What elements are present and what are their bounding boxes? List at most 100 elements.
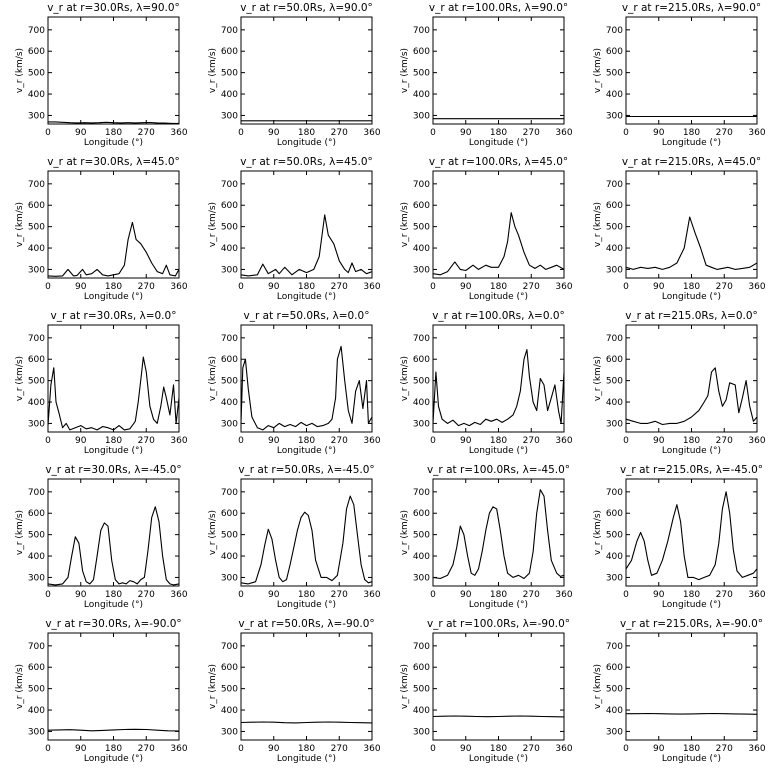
y-tick-label: 700: [413, 488, 430, 498]
x-tick-label: 180: [490, 436, 507, 446]
y-tick-label: 600: [413, 47, 430, 57]
y-axis-label: v_r (km/s): [400, 510, 410, 555]
y-axis-label: v_r (km/s): [593, 664, 603, 709]
y-tick-label: 600: [606, 663, 623, 673]
x-axis-label: Longitude (°): [662, 292, 721, 302]
y-tick-label: 400: [413, 90, 430, 100]
panel-title: v_r at r=100.0Rs, λ=45.0°: [429, 156, 568, 168]
x-tick-label: 270: [138, 128, 155, 138]
x-tick-label: 180: [490, 590, 507, 600]
x-axis-label: Longitude (°): [84, 292, 143, 302]
panel-14: v_r at r=50.0Rs, λ=-45.0° 0 90 180 270 360 300…: [208, 464, 381, 610]
x-tick-label: 360: [170, 436, 187, 446]
x-tick-label: 180: [683, 128, 700, 138]
panel-title: v_r at r=215.0Rs, λ=0.0°: [625, 310, 758, 322]
y-tick-label: 400: [28, 90, 45, 100]
x-tick-label: 360: [555, 744, 572, 754]
x-tick-label: 0: [238, 282, 244, 292]
x-tick-label: 0: [45, 590, 51, 600]
panel-11: v_r at r=100.0Rs, λ=0.0° 0 90 180 270 360 300 4…: [400, 310, 573, 456]
y-tick-label: 300: [413, 265, 430, 275]
x-tick-label: 0: [430, 128, 436, 138]
series-line: [626, 712, 758, 715]
x-axis-label: Longitude (°): [662, 600, 721, 610]
x-axis-label: Longitude (°): [277, 754, 336, 764]
y-tick-label: 400: [221, 244, 238, 254]
panel-10: v_r at r=50.0Rs, λ=0.0° 0 90 180 270 360 300 40…: [208, 310, 381, 456]
panel-6: v_r at r=50.0Rs, λ=45.0° 0 90 180 270 360 300 4…: [208, 156, 381, 302]
panel-title: v_r at r=50.0Rs, λ=-90.0°: [238, 618, 374, 630]
series-line: [240, 345, 373, 431]
series-line: [240, 721, 373, 724]
panel-title: v_r at r=30.0Rs, λ=-90.0°: [45, 618, 181, 630]
panel-title: v_r at r=30.0Rs, λ=45.0°: [47, 156, 180, 168]
y-tick-label: 500: [221, 685, 238, 695]
x-axis-label: Longitude (°): [84, 754, 143, 764]
panel-19: v_r at r=100.0Rs, λ=-90.0° 0 90 180 270 360 30…: [400, 618, 573, 764]
series-line: [625, 367, 758, 426]
y-axis-label: v_r (km/s): [15, 48, 25, 93]
y-tick-label: 500: [221, 223, 238, 233]
y-tick-label: 300: [221, 573, 238, 583]
x-tick-label: 180: [683, 282, 700, 292]
x-tick-label: 90: [75, 436, 87, 446]
plot-frame: [625, 324, 758, 433]
y-tick-label: 600: [606, 201, 623, 211]
x-tick-label: 180: [298, 282, 315, 292]
series-line: [432, 349, 565, 427]
y-tick-label: 700: [606, 642, 623, 652]
series-line: [625, 491, 758, 581]
y-tick-label: 400: [221, 90, 238, 100]
x-tick-label: 0: [623, 436, 629, 446]
x-axis-label: Longitude (°): [84, 446, 143, 456]
y-tick-label: 500: [28, 531, 45, 541]
y-axis-label: v_r (km/s): [400, 664, 410, 709]
plot-frame: [47, 324, 180, 433]
y-tick-label: 700: [606, 334, 623, 344]
series-line: [47, 728, 180, 732]
panel-title: v_r at r=215.0Rs, λ=-45.0°: [620, 464, 763, 476]
plot-frame: [47, 632, 180, 741]
panel-15: v_r at r=100.0Rs, λ=-45.0° 0 90 180 270 360 30…: [400, 464, 573, 610]
series-line: [47, 506, 180, 586]
y-tick-label: 700: [28, 180, 45, 190]
y-axis-label: v_r (km/s): [15, 202, 25, 247]
panel-title: v_r at r=100.0Rs, λ=0.0°: [432, 310, 565, 322]
y-tick-label: 300: [28, 111, 45, 121]
x-tick-label: 270: [523, 282, 540, 292]
y-axis-label: v_r (km/s): [400, 202, 410, 247]
y-tick-label: 500: [413, 685, 430, 695]
y-axis-label: v_r (km/s): [593, 510, 603, 555]
y-tick-label: 400: [606, 398, 623, 408]
x-tick-label: 360: [170, 744, 187, 754]
panel-9: v_r at r=30.0Rs, λ=0.0° 0 90 180 270 360 300 40…: [15, 310, 188, 456]
x-tick-label: 90: [268, 128, 280, 138]
x-tick-label: 0: [238, 590, 244, 600]
y-tick-label: 700: [28, 488, 45, 498]
panel-title: v_r at r=100.0Rs, λ=-90.0°: [427, 618, 570, 630]
y-tick-label: 300: [28, 573, 45, 583]
panel-title: v_r at r=215.0Rs, λ=90.0°: [622, 2, 761, 14]
x-tick-label: 180: [105, 436, 122, 446]
series-line: [47, 221, 180, 277]
x-tick-label: 90: [268, 282, 280, 292]
plot-frame: [240, 16, 373, 125]
panel-3: v_r at r=100.0Rs, λ=90.0° 0 90 180 270 360 300…: [400, 2, 573, 148]
y-tick-label: 500: [28, 223, 45, 233]
series-line: [240, 495, 373, 585]
panel-5: v_r at r=30.0Rs, λ=45.0° 0 90 180 270 360 300 4…: [15, 156, 188, 302]
y-tick-label: 400: [28, 398, 45, 408]
y-tick-label: 400: [28, 244, 45, 254]
x-axis-label: Longitude (°): [662, 754, 721, 764]
panel-4: v_r at r=215.0Rs, λ=90.0° 0 90 180 270 360 300…: [593, 2, 766, 148]
series-line: [432, 489, 565, 580]
y-tick-label: 400: [413, 398, 430, 408]
x-tick-label: 0: [623, 744, 629, 754]
y-tick-label: 600: [606, 47, 623, 57]
y-tick-label: 600: [28, 509, 45, 519]
x-tick-label: 90: [268, 436, 280, 446]
y-tick-label: 300: [606, 727, 623, 737]
y-tick-label: 700: [221, 180, 238, 190]
y-axis-label: v_r (km/s): [593, 356, 603, 401]
y-tick-label: 600: [413, 509, 430, 519]
